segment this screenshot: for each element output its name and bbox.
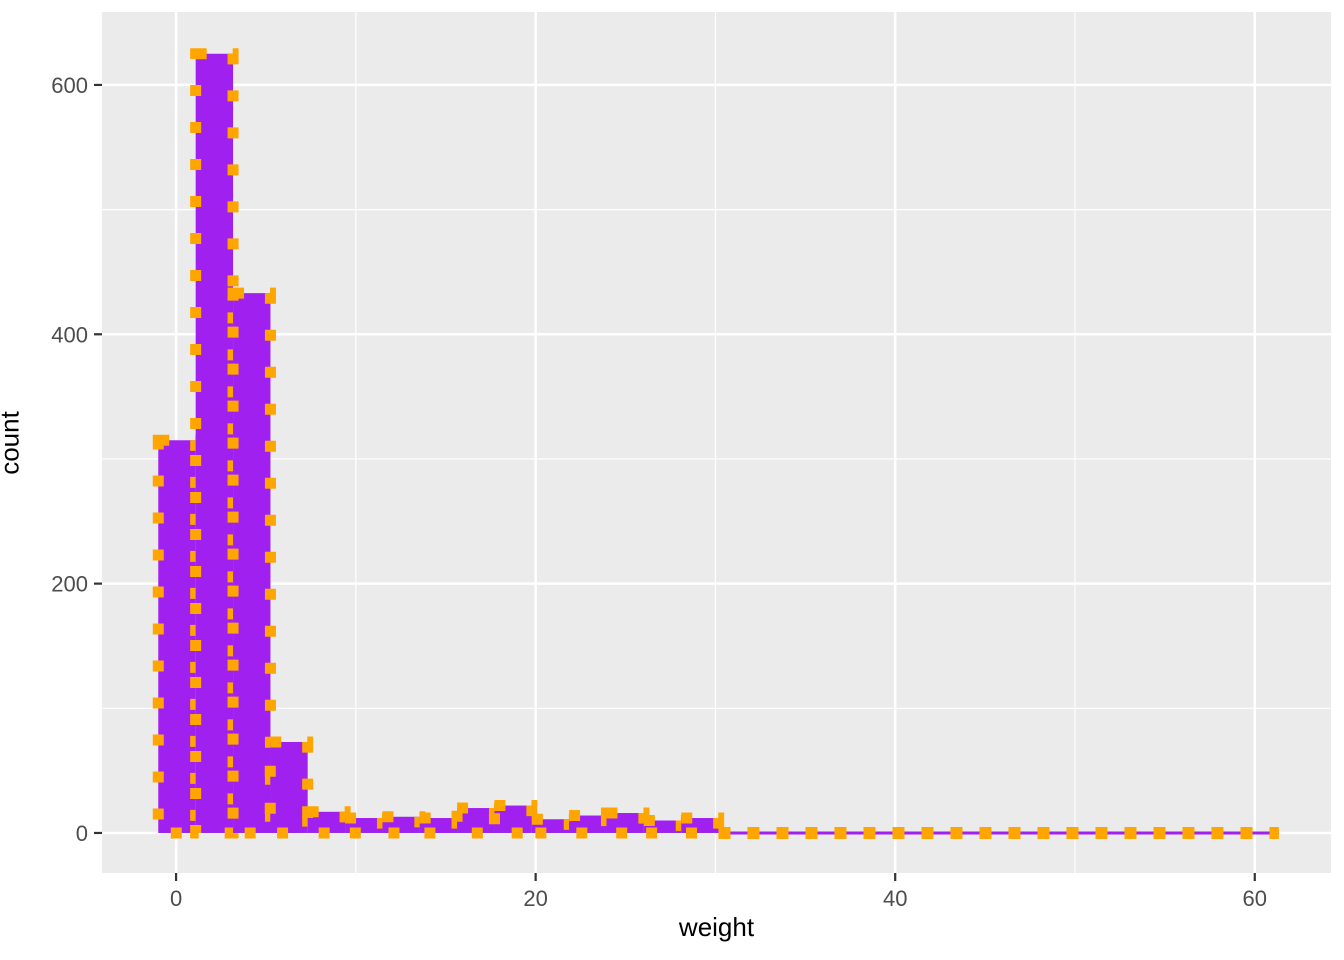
histogram-bar xyxy=(526,813,575,839)
histogram-bar xyxy=(488,800,538,839)
histogram-bar xyxy=(638,815,687,839)
x-tick-label: 20 xyxy=(523,886,547,911)
y-tick-label: 600 xyxy=(51,73,88,98)
axis-tick-marks xyxy=(94,83,1256,881)
panel-rect xyxy=(102,12,1331,873)
x-axis-title: weight xyxy=(678,912,755,942)
gridlines-minor xyxy=(102,12,1331,873)
histogram-bar xyxy=(675,812,725,839)
histogram-bar xyxy=(264,736,314,839)
y-tick-label: 400 xyxy=(51,322,88,347)
y-tick-label: 200 xyxy=(51,572,88,597)
histogram-bar xyxy=(190,48,239,839)
histogram-bar xyxy=(152,434,202,839)
panel-background xyxy=(102,12,1331,873)
histogram-bar xyxy=(376,811,426,839)
histogram-bar xyxy=(414,812,463,839)
histogram-bar xyxy=(339,812,388,839)
histogram-bars xyxy=(152,48,725,839)
y-axis-title-text: count xyxy=(0,411,25,475)
x-tick-label: 0 xyxy=(170,886,182,911)
histogram-bar xyxy=(451,802,500,839)
histogram-bar xyxy=(600,807,650,839)
histogram-bar xyxy=(563,810,612,839)
y-tick-label: 0 xyxy=(76,821,88,846)
histogram-bar xyxy=(302,806,351,839)
x-tick-label: 40 xyxy=(883,886,907,911)
x-tick-label: 60 xyxy=(1243,886,1267,911)
histogram-bar xyxy=(227,287,276,839)
